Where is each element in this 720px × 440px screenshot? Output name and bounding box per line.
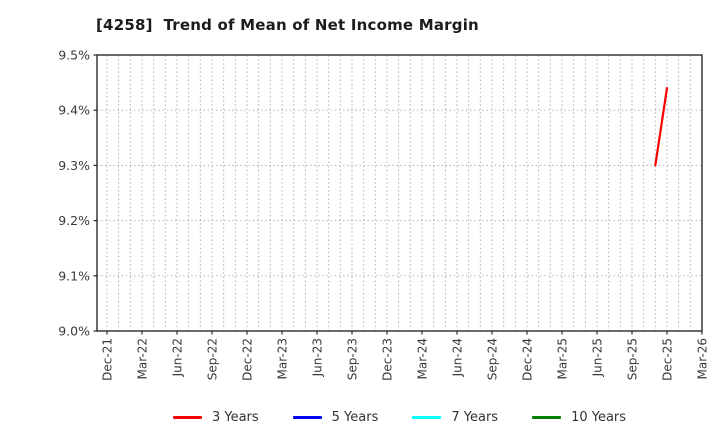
tick-marks: [93, 54, 703, 335]
y-tick-label: 9.2%: [58, 213, 90, 228]
legend-line-5-years-icon: [292, 415, 322, 419]
x-tick-label: Sep-22: [206, 338, 220, 380]
y-tick-label: 9.1%: [58, 268, 90, 283]
x-tick-label: Dec-24: [521, 338, 535, 381]
x-tick-label: Dec-22: [241, 338, 255, 381]
legend-line-10-years-icon: [532, 415, 562, 419]
legend-label-5-years: 5 Years: [331, 409, 379, 425]
series-lines: [654, 86, 669, 167]
series-line-3-years: [654, 86, 669, 167]
legend-label-3-years: 3 Years: [211, 409, 259, 425]
y-tick-label: 9.0%: [58, 324, 90, 339]
x-tick-label: Sep-24: [486, 338, 500, 380]
x-tick-labels: Dec-21 Mar-22 Jun-22 Sep-22 Dec-22 Mar-23 Jun-…: [101, 338, 710, 381]
legend-label-7-years: 7 Years: [451, 409, 499, 425]
legend-line-7-years-icon: [412, 415, 442, 419]
x-tick-label: Sep-25: [626, 338, 640, 380]
x-tick-label: Jun-23: [311, 338, 325, 377]
x-tick-label: Mar-22: [136, 338, 150, 379]
legend-item-7-years: 7 Years: [412, 411, 498, 424]
x-tick-label: Sep-23: [346, 338, 360, 380]
legend-item-5-years: 5 Years: [292, 409, 379, 425]
x-tick-label: Jun-25: [591, 338, 605, 377]
y-tick-labels: 9.0% 9.1% 9.2% 9.3% 9.4% 9.5%: [58, 48, 90, 339]
legend-label-10-years: 10 Years: [571, 409, 627, 425]
x-tick-label: Dec-21: [101, 338, 115, 381]
x-gridlines: [106, 55, 691, 331]
y-tick-label: 9.5%: [58, 48, 90, 63]
legend-line-3-years-icon: [172, 415, 202, 419]
legend: 3 Years 5 Years 7 Years 10 Years: [97, 404, 702, 430]
x-tick-label: Mar-24: [416, 338, 430, 379]
y-tick-label: 9.3%: [58, 158, 90, 173]
x-tick-label: Mar-23: [276, 338, 290, 379]
x-tick-label: Mar-25: [556, 338, 570, 379]
chart-title: [4258] Trend of Mean of Net Income Margi…: [96, 16, 479, 34]
legend-item-10-years: 10 Years: [532, 411, 626, 424]
legend-item-3-years: 3 Years: [172, 409, 259, 425]
x-tick-label: Dec-25: [661, 338, 675, 381]
x-tick-label: Mar-26: [696, 338, 710, 379]
plot-border: [96, 54, 703, 332]
y-gridlines: [97, 109, 702, 277]
y-tick-label: 9.4%: [58, 103, 90, 118]
x-tick-label: Dec-23: [381, 338, 395, 381]
x-tick-label: Jun-24: [451, 338, 465, 377]
x-tick-label: Jun-22: [171, 338, 185, 377]
